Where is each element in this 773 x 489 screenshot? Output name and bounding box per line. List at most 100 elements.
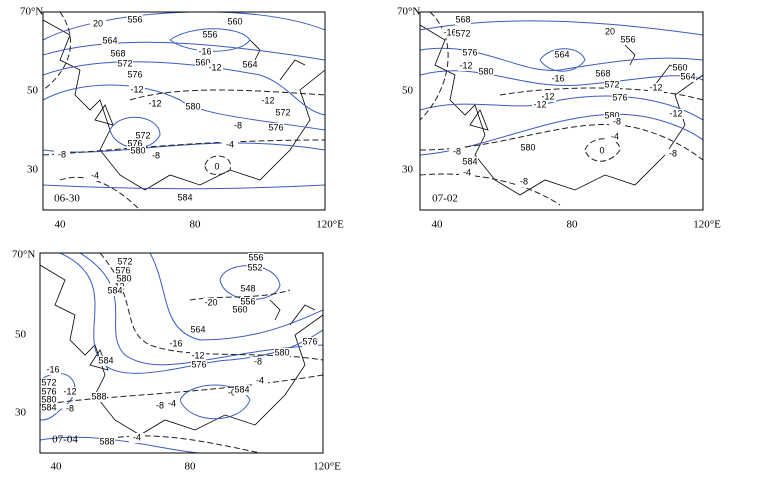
label-background (247, 263, 263, 273)
label-background (458, 61, 474, 71)
label-background (550, 74, 566, 84)
contour-label: -8 (156, 400, 164, 410)
contour-label: -16 (46, 364, 59, 374)
contour-label: -8 (453, 146, 461, 156)
label-background (240, 284, 256, 294)
panel-frame (42, 11, 326, 211)
label-background (462, 48, 478, 58)
contour-label: 564 (190, 324, 205, 334)
contour-label: -12 (541, 91, 554, 101)
label-background (197, 47, 213, 57)
label-background (459, 168, 475, 178)
contour-label: 556 (248, 252, 263, 262)
contour-label: 572 (117, 58, 132, 68)
contour-label: 0 (599, 145, 604, 155)
label-background (91, 392, 107, 402)
label-background (668, 109, 684, 119)
label-background (532, 100, 548, 110)
y-tick-label: 50 (402, 85, 414, 97)
label-background (152, 401, 168, 411)
label-background (302, 337, 318, 347)
contour-label: 580 (520, 142, 535, 152)
contour-label: 580 (185, 101, 200, 111)
contour-label: -4 (256, 375, 264, 385)
contour-label: 556 (240, 296, 255, 306)
contour-label: -12 (148, 98, 161, 108)
label-background (116, 274, 132, 284)
label-background (604, 111, 620, 121)
contour-label: -16 (198, 46, 211, 56)
label-background (129, 85, 145, 95)
contour-label: 552 (247, 262, 262, 272)
label-background (224, 388, 240, 398)
contour-label: 560 (672, 62, 687, 72)
contour-label: 572 (604, 79, 619, 89)
contour-label: -12 (191, 350, 204, 360)
x-tick-label: 120°E (316, 219, 344, 231)
x-tick-label: 120°E (313, 461, 341, 473)
label-background (107, 286, 123, 296)
label-background (602, 27, 618, 37)
x-tick-label: 80 (567, 219, 579, 231)
contour-label: 584 (41, 402, 56, 412)
contour-label: 568 (455, 14, 470, 24)
label-background (594, 146, 610, 156)
contour-label: -20 (204, 297, 217, 307)
contour-label: -4 (226, 139, 234, 149)
contour-label: 580 (604, 110, 619, 120)
x-tick-label: 40 (55, 219, 67, 231)
contour-label: 572 (135, 130, 150, 140)
contour-label: -8 (613, 116, 621, 126)
contour-label: -12 (669, 108, 682, 118)
label-background (41, 403, 57, 413)
contour-label: 580 (116, 273, 131, 283)
label-background (99, 437, 115, 447)
contour-label: -12 (130, 84, 143, 94)
label-background (62, 387, 78, 397)
label-background (455, 15, 471, 25)
contour-label: 564 (554, 49, 569, 59)
panel-date: 06-30 (54, 193, 80, 205)
contour-label: 584 (234, 384, 249, 394)
label-background (516, 177, 532, 187)
y-tick-label: 30 (402, 164, 414, 176)
contour-label: -4 (611, 131, 619, 141)
contour-label: 576 (268, 122, 283, 132)
contour-label: 556 (202, 29, 217, 39)
label-background (127, 15, 143, 25)
panel-frame (419, 11, 704, 211)
x-tick-label: 40 (432, 219, 444, 231)
label-background (41, 387, 57, 397)
contour-label: 580 (130, 145, 145, 155)
label-background (117, 257, 133, 267)
contour-label: -12 (261, 95, 274, 105)
contour-label: -4 (168, 398, 176, 408)
label-background (117, 59, 133, 69)
contour-label: -12 (459, 60, 472, 70)
contour-label: 560 (232, 304, 247, 314)
label-background (248, 253, 264, 263)
contour-label: 572 (455, 28, 470, 38)
label-background (102, 36, 118, 46)
label-background (130, 146, 146, 156)
label-background (209, 162, 225, 172)
contour-label: 580 (41, 394, 56, 404)
contour-label: 576 (115, 265, 130, 275)
y-tick-label: 30 (15, 407, 27, 419)
contour-label: 572 (117, 256, 132, 266)
label-background (275, 108, 291, 118)
label-background (190, 325, 206, 335)
label-background (110, 49, 126, 59)
label-background (449, 147, 465, 157)
label-background (90, 19, 106, 29)
contour-label: 548 (240, 283, 255, 293)
label-background (540, 92, 556, 102)
contour-label: -8 (234, 120, 242, 130)
label-background (612, 93, 628, 103)
panel-frame (39, 252, 324, 454)
y-tick-label: 70°N (12, 249, 35, 261)
contour-label: 572 (275, 107, 290, 117)
contour-label: -12 (649, 82, 662, 92)
contour-label: -16 (443, 27, 456, 37)
